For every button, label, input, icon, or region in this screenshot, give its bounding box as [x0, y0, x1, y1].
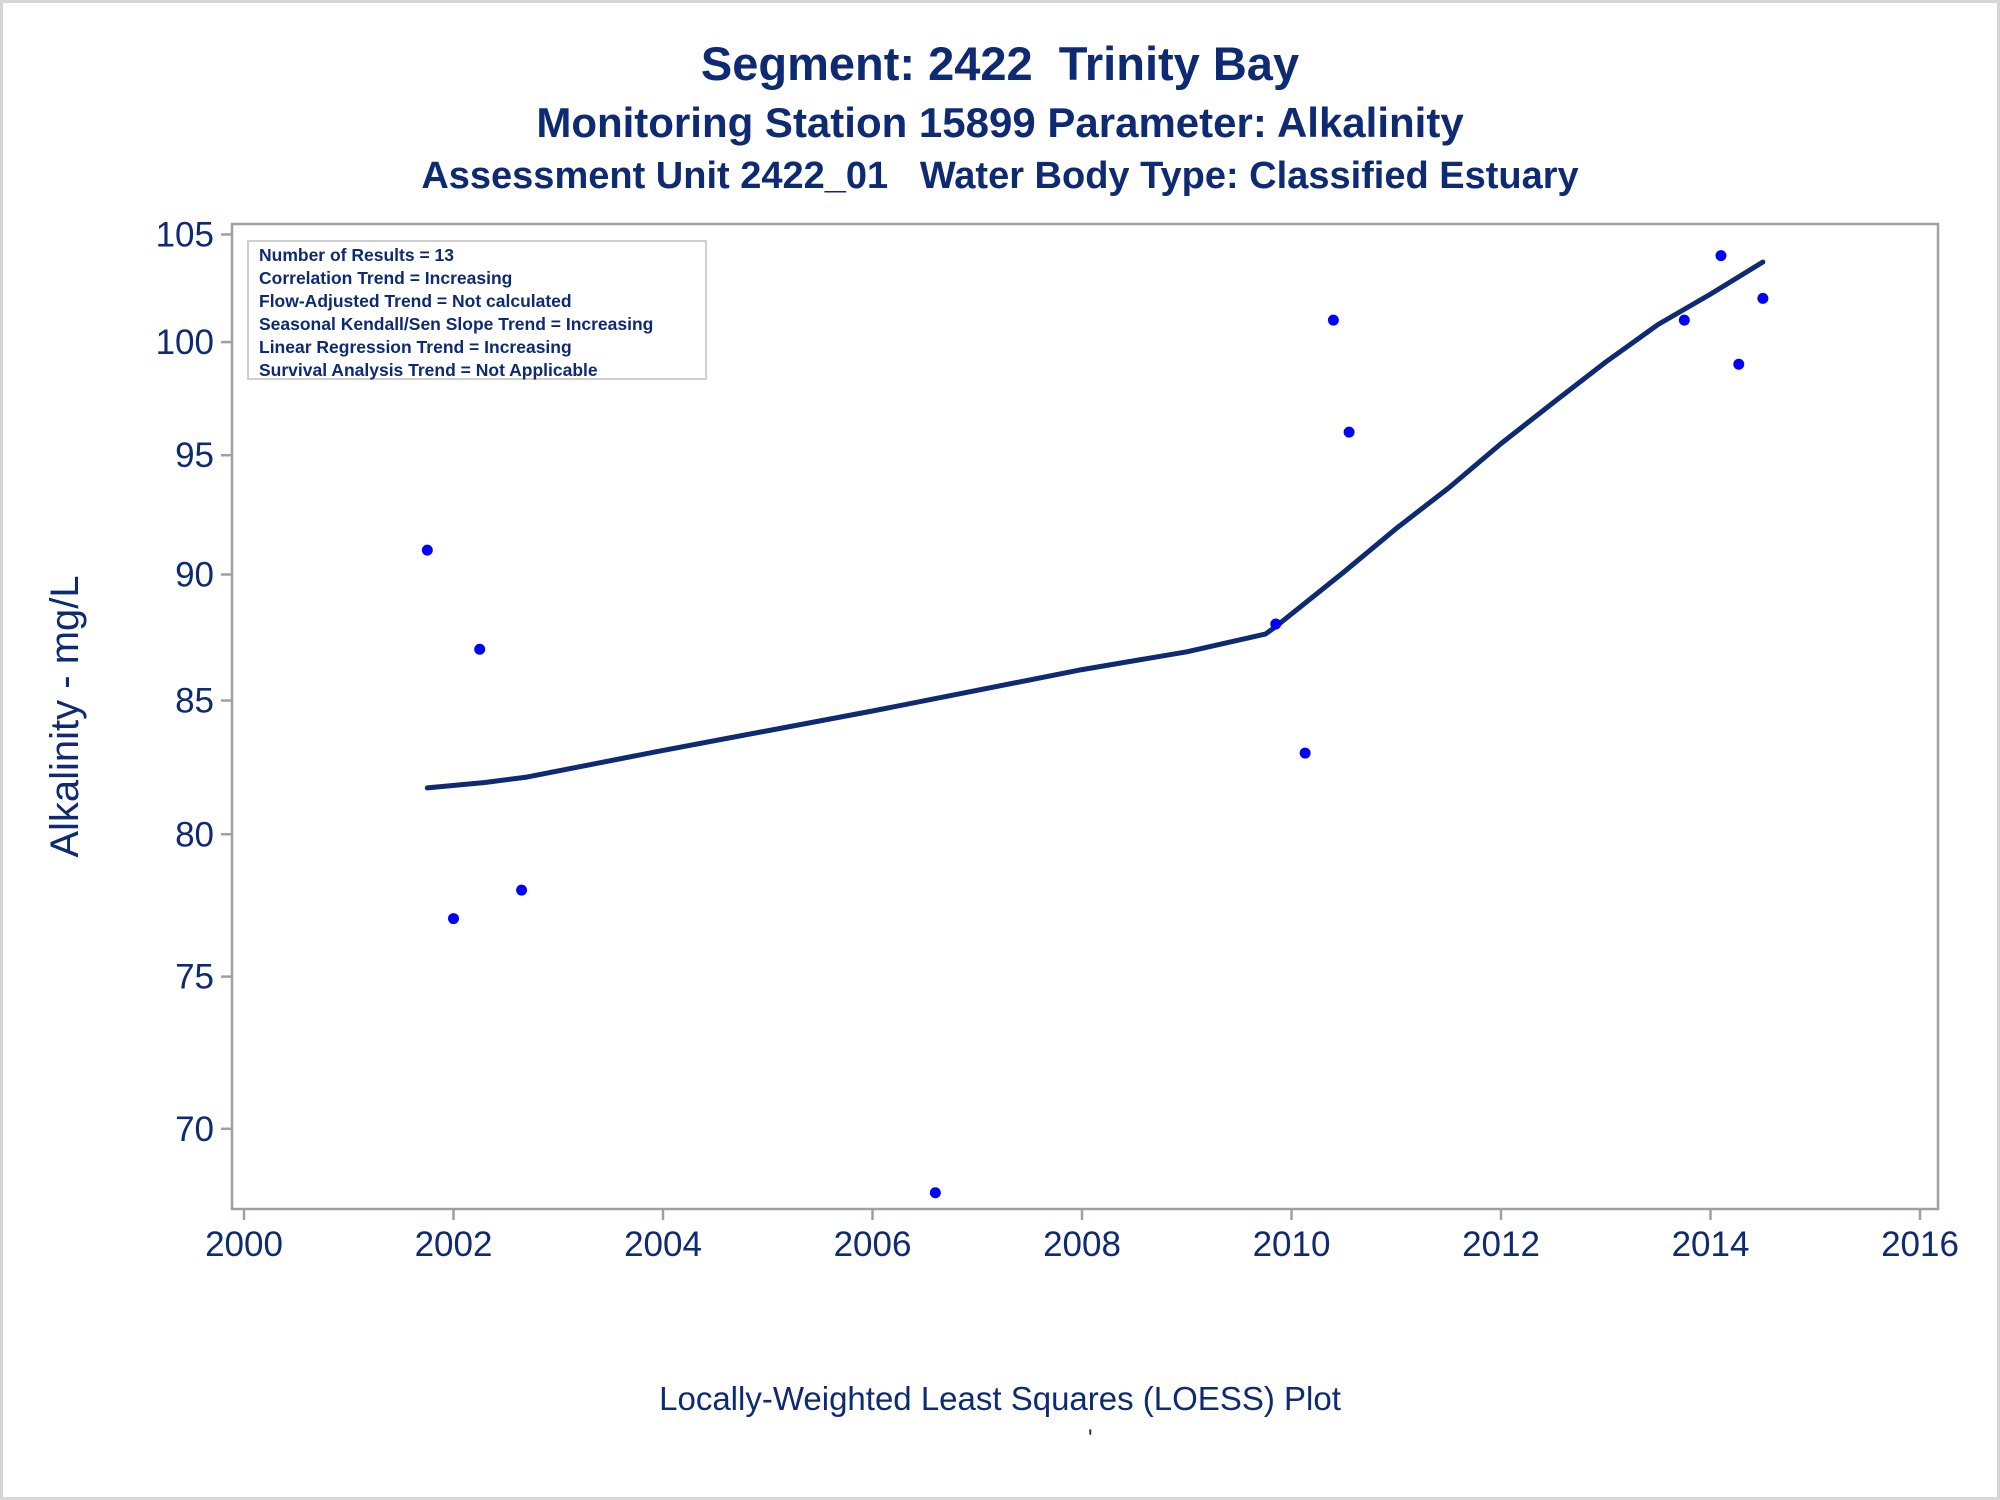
- data-point: [474, 643, 486, 655]
- x-tick-label: 2016: [1881, 1225, 1959, 1264]
- chart-subtitle-assessment: Assessment Unit 2422_01 Water Body Type:…: [421, 155, 1579, 197]
- y-tick-label: 85: [175, 682, 214, 721]
- trend-statistics-box: Number of Results = 13 Correlation Trend…: [247, 240, 707, 380]
- y-tick-label: 95: [175, 436, 214, 475]
- y-tick-label: 90: [175, 555, 214, 594]
- y-tick-label: 75: [175, 958, 214, 997]
- stat-number-of-results: Number of Results = 13: [259, 245, 454, 265]
- y-tick-label: 105: [156, 215, 214, 254]
- x-tick-label: 2002: [415, 1225, 493, 1264]
- plot-area-border: [230, 222, 1940, 1211]
- data-point: [1299, 747, 1311, 759]
- stat-linear-regression-trend: Linear Regression Trend = Increasing: [259, 337, 572, 357]
- y-tick-label: 70: [175, 1110, 214, 1149]
- data-point: [1715, 250, 1727, 262]
- data-point: [1678, 314, 1690, 326]
- x-tick-label: 2014: [1672, 1225, 1750, 1264]
- y-axis-label: Alkalinity - mg/L: [43, 575, 87, 857]
- data-point: [1757, 292, 1769, 304]
- loess-line: [424, 259, 1766, 791]
- x-tick-label: 2008: [1043, 1225, 1121, 1264]
- data-point: [929, 1187, 941, 1199]
- data-point: [448, 913, 459, 925]
- x-tick-label: 2004: [624, 1225, 702, 1264]
- data-point: [516, 884, 528, 896]
- data-point: [1343, 426, 1355, 438]
- x-tick-label: 2006: [834, 1225, 912, 1264]
- stat-flow-adjusted-trend: Flow-Adjusted Trend = Not calculated: [259, 291, 572, 311]
- chart-title: Segment: 2422 Trinity Bay: [700, 37, 1300, 90]
- chart-subtitle-station: Monitoring Station 15899 Parameter: Alka…: [536, 99, 1464, 146]
- stat-correlation-trend: Correlation Trend = Increasing: [259, 268, 513, 288]
- y-tick-label: 100: [156, 323, 214, 362]
- data-point: [1327, 314, 1339, 326]
- stat-seasonal-kendall-trend: Seasonal Kendall/Sen Slope Trend = Incre…: [259, 314, 654, 334]
- data-point: [1733, 358, 1745, 370]
- x-tick-label: 2012: [1462, 1225, 1540, 1264]
- x-tick-label: 2000: [205, 1225, 283, 1264]
- data-point: [421, 544, 433, 556]
- footnote-mark: ': [1088, 1425, 1093, 1452]
- stat-survival-analysis-trend: Survival Analysis Trend = Not Applicable: [259, 360, 598, 380]
- x-tick-label: 2010: [1253, 1225, 1331, 1264]
- data-point: [1270, 618, 1282, 630]
- plot-footnote: Locally-Weighted Least Squares (LOESS) P…: [659, 1380, 1341, 1417]
- y-tick-label: 80: [175, 815, 214, 854]
